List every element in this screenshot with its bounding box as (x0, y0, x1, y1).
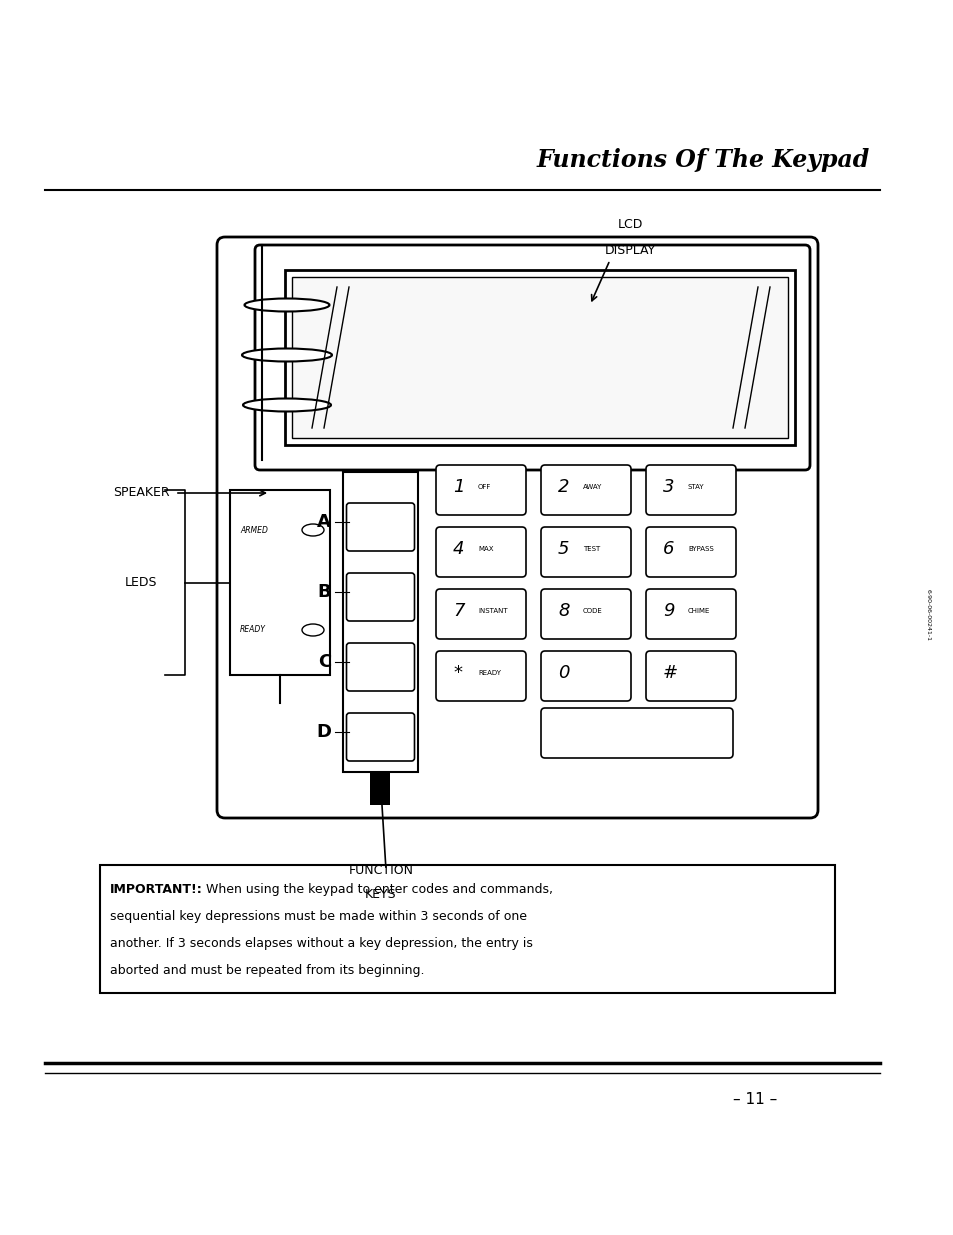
Text: READY: READY (240, 625, 266, 635)
Text: 6: 6 (662, 540, 674, 558)
Text: CODE: CODE (582, 608, 602, 614)
Text: another. If 3 seconds elapses without a key depression, the entry is: another. If 3 seconds elapses without a … (110, 937, 533, 950)
Text: READY: READY (477, 671, 500, 676)
Text: 1: 1 (453, 478, 464, 496)
Text: *: * (453, 664, 461, 682)
Text: AWAY: AWAY (582, 484, 601, 490)
Text: STAY: STAY (687, 484, 704, 490)
FancyBboxPatch shape (540, 708, 732, 758)
Text: 0: 0 (558, 664, 569, 682)
Text: aborted and must be repeated from its beginning.: aborted and must be repeated from its be… (110, 965, 424, 977)
Text: 7: 7 (453, 601, 464, 620)
Text: KEYS: KEYS (365, 888, 396, 902)
Ellipse shape (302, 624, 324, 636)
FancyBboxPatch shape (216, 237, 817, 818)
Bar (100, 864, 834, 993)
Text: CHIME: CHIME (687, 608, 710, 614)
FancyBboxPatch shape (540, 651, 630, 701)
FancyBboxPatch shape (645, 527, 735, 577)
Bar (343, 472, 417, 772)
Text: D: D (315, 722, 331, 741)
Text: Functions Of The Keypad: Functions Of The Keypad (537, 148, 869, 172)
Ellipse shape (242, 348, 332, 362)
Text: B: B (317, 583, 331, 601)
FancyBboxPatch shape (645, 589, 735, 638)
FancyBboxPatch shape (346, 503, 414, 551)
Text: 6-90-06-00241-1: 6-90-06-00241-1 (924, 589, 929, 641)
Bar (292, 277, 787, 438)
FancyBboxPatch shape (436, 651, 525, 701)
FancyBboxPatch shape (645, 466, 735, 515)
FancyBboxPatch shape (346, 643, 414, 692)
FancyBboxPatch shape (540, 527, 630, 577)
Bar (285, 270, 794, 445)
Text: DISPLAY: DISPLAY (604, 243, 655, 257)
Text: 9: 9 (662, 601, 674, 620)
Text: 8: 8 (558, 601, 569, 620)
Text: MAX: MAX (477, 546, 493, 552)
Ellipse shape (302, 524, 324, 536)
Text: 4: 4 (453, 540, 464, 558)
Text: – 11 –: – 11 – (732, 1093, 777, 1108)
Text: sequential key depressions must be made within 3 seconds of one: sequential key depressions must be made … (110, 910, 526, 923)
FancyBboxPatch shape (436, 589, 525, 638)
Text: IMPORTANT!:: IMPORTANT!: (110, 883, 203, 897)
Text: LCD: LCD (617, 219, 642, 231)
Text: When using the keypad to enter codes and commands,: When using the keypad to enter codes and… (202, 883, 553, 897)
Bar (370, 773, 390, 805)
FancyBboxPatch shape (254, 245, 809, 471)
Text: 2: 2 (558, 478, 569, 496)
Text: C: C (317, 653, 331, 671)
FancyBboxPatch shape (436, 466, 525, 515)
FancyBboxPatch shape (645, 651, 735, 701)
Text: #: # (662, 664, 678, 682)
FancyBboxPatch shape (436, 527, 525, 577)
Text: 3: 3 (662, 478, 674, 496)
FancyBboxPatch shape (540, 589, 630, 638)
Text: SPEAKER: SPEAKER (113, 487, 170, 499)
FancyBboxPatch shape (540, 466, 630, 515)
FancyBboxPatch shape (346, 713, 414, 761)
Text: TEST: TEST (582, 546, 599, 552)
FancyBboxPatch shape (346, 573, 414, 621)
Ellipse shape (243, 399, 331, 411)
Text: FUNCTION: FUNCTION (348, 863, 413, 877)
Text: OFF: OFF (477, 484, 491, 490)
Text: A: A (316, 513, 331, 531)
Text: BYPASS: BYPASS (687, 546, 713, 552)
Bar (230, 490, 330, 676)
Text: LEDS: LEDS (125, 577, 157, 589)
Text: 5: 5 (558, 540, 569, 558)
Text: ARMED: ARMED (240, 526, 268, 535)
Ellipse shape (244, 299, 329, 311)
Text: INSTANT: INSTANT (477, 608, 507, 614)
